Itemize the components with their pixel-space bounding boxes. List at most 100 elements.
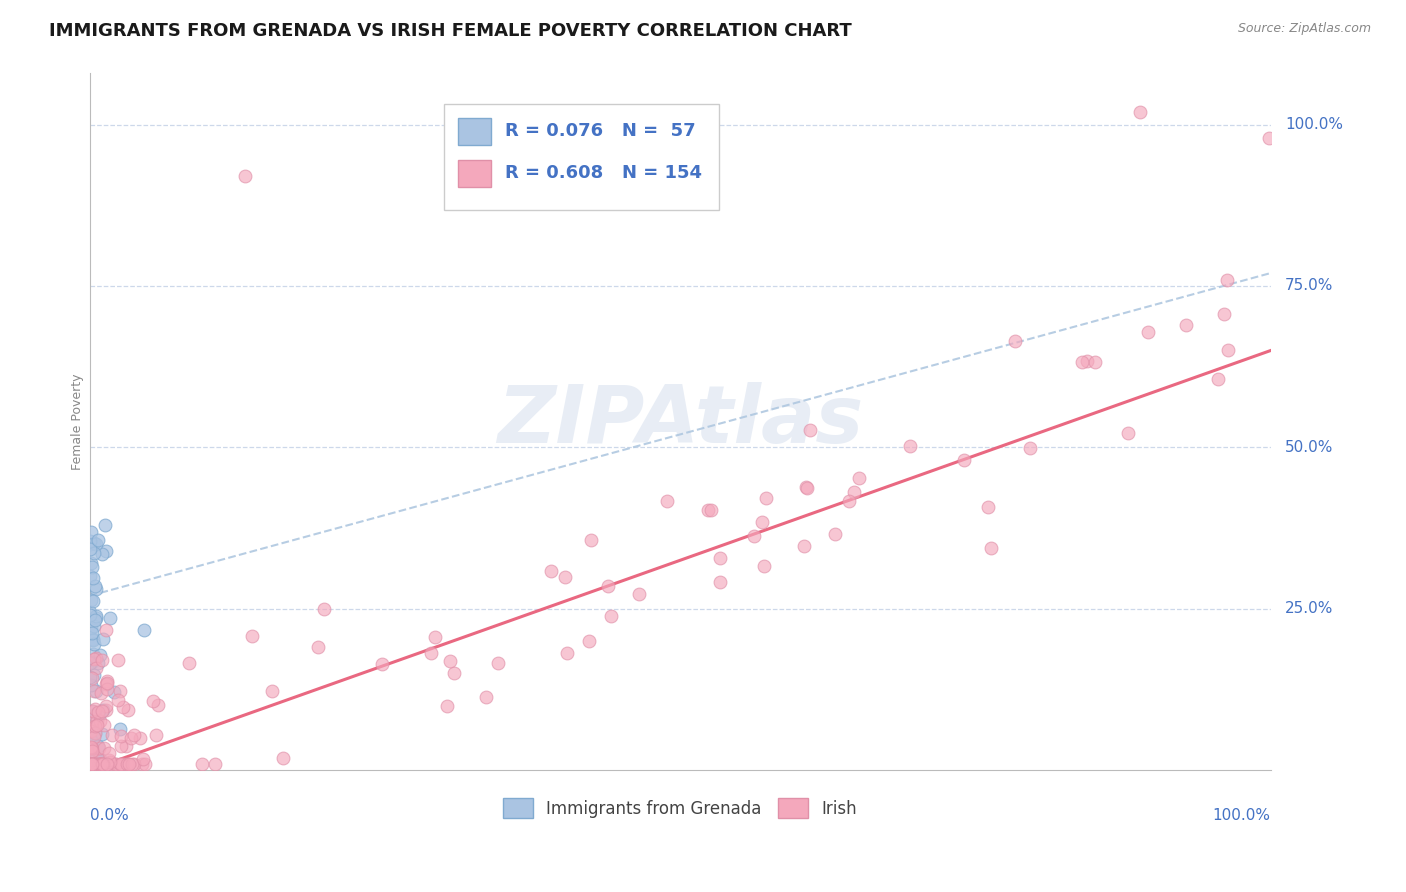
Point (425, 630, 447, 644)
Point (744, 529, 766, 543)
Point (91, 632, 114, 647)
Point (1084, 355, 1107, 369)
Point (82, 744, 104, 758)
Text: R = 0.608   N = 154: R = 0.608 N = 154 (506, 163, 703, 182)
Point (439, 655, 461, 669)
Point (84, 579, 107, 593)
Point (91, 756, 114, 771)
Point (129, 731, 152, 746)
Point (79, 670, 101, 684)
Point (83, 613, 105, 627)
Point (84, 756, 107, 771)
Point (240, 629, 263, 643)
Point (842, 485, 865, 500)
Point (80, 714, 103, 729)
Point (83, 652, 105, 666)
Point (87, 708, 110, 723)
Point (79, 533, 101, 548)
Point (98, 746, 121, 760)
Text: ZIPAtlas: ZIPAtlas (498, 383, 863, 460)
Point (83, 756, 105, 771)
FancyBboxPatch shape (458, 160, 491, 186)
Point (475, 690, 498, 705)
Point (87, 756, 110, 771)
Point (79, 605, 101, 619)
Point (177, 657, 200, 671)
Point (796, 481, 818, 495)
Point (1004, 334, 1026, 348)
Point (80, 524, 103, 539)
Point (83, 756, 105, 770)
Point (110, 684, 132, 698)
Point (443, 665, 465, 680)
Point (98, 756, 121, 771)
Y-axis label: Female Poverty: Female Poverty (72, 373, 84, 470)
Point (83, 536, 105, 550)
Point (1212, 307, 1234, 321)
Point (132, 623, 155, 637)
Point (1019, 441, 1042, 455)
Point (1076, 354, 1098, 368)
Point (84, 702, 107, 716)
Point (82, 756, 104, 771)
Point (312, 602, 335, 616)
Point (122, 756, 145, 771)
Point (91, 756, 114, 771)
Point (90, 756, 112, 771)
Point (91, 704, 114, 718)
Point (96, 756, 118, 771)
Point (82, 756, 104, 771)
Point (94, 699, 117, 714)
Point (79, 537, 101, 551)
Point (83, 546, 105, 560)
Point (91, 727, 114, 741)
Point (80, 744, 103, 758)
Point (103, 684, 125, 698)
Point (80, 593, 103, 607)
Point (83, 637, 105, 651)
Point (1174, 318, 1197, 333)
Point (105, 756, 128, 771)
Point (84, 609, 107, 624)
Point (107, 653, 129, 667)
Point (80, 756, 103, 771)
Point (84, 661, 107, 675)
Point (110, 739, 132, 754)
Point (848, 471, 870, 485)
Point (96, 756, 118, 771)
Point (486, 657, 509, 671)
Point (104, 756, 127, 771)
Point (755, 491, 778, 505)
Point (1118, 425, 1140, 440)
Point (97, 753, 120, 767)
Point (111, 700, 134, 714)
Point (89, 740, 111, 755)
Point (134, 756, 156, 771)
Text: R = 0.076   N =  57: R = 0.076 N = 57 (506, 122, 696, 140)
Point (793, 539, 815, 553)
Point (121, 756, 143, 771)
Point (96, 543, 118, 558)
Point (87, 739, 110, 753)
Point (83, 731, 105, 745)
Point (599, 609, 621, 624)
Point (132, 752, 155, 766)
Point (436, 698, 458, 713)
Point (89, 714, 111, 729)
Point (1071, 355, 1094, 369)
Point (110, 756, 132, 771)
Point (94, 703, 117, 717)
Point (90, 547, 112, 561)
Point (898, 439, 921, 453)
Point (204, 756, 226, 771)
Point (111, 756, 134, 771)
Point (80, 678, 103, 692)
Point (96, 676, 118, 690)
Point (80, 626, 103, 640)
Point (233, 169, 256, 184)
Point (122, 728, 145, 742)
Text: 100.0%: 100.0% (1213, 808, 1271, 823)
Text: 100.0%: 100.0% (1285, 117, 1343, 132)
Point (91, 653, 114, 667)
Point (90, 686, 112, 700)
